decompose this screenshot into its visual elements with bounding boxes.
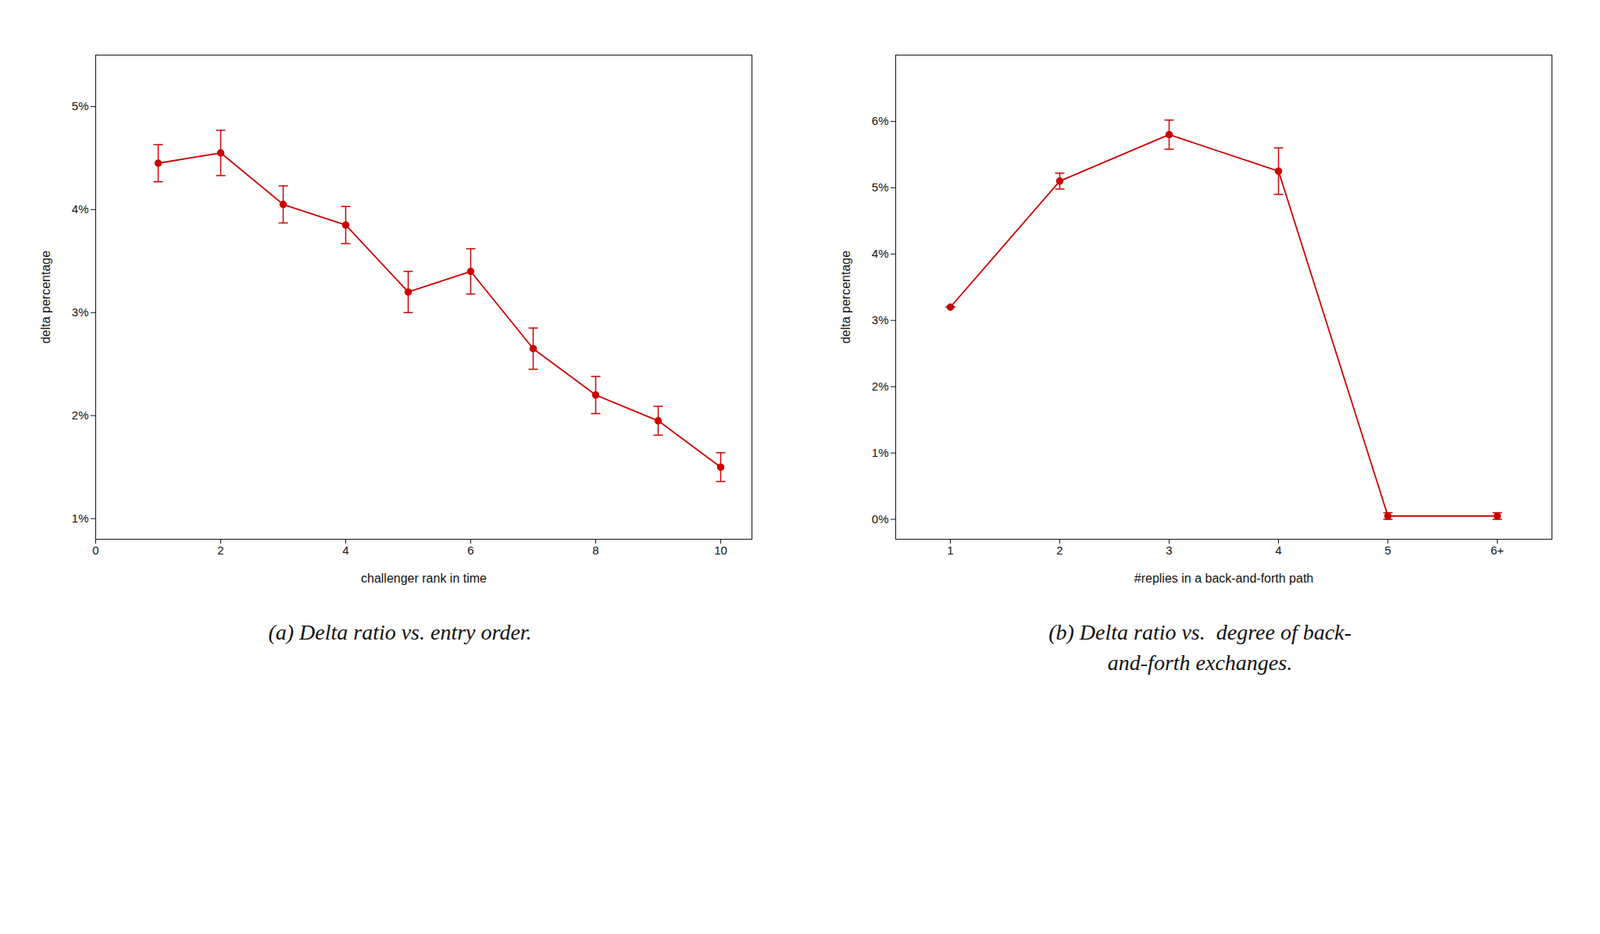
svg-text:6+: 6+: [1490, 543, 1504, 558]
html-text:(a) Delta ratio vs. entry orde: (a) Delta ratio vs. entry order.: [268, 620, 532, 645]
svg-text:4: 4: [342, 543, 349, 558]
svg-text:5%: 5%: [71, 99, 90, 113]
svg-text:8: 8: [592, 543, 599, 558]
svg-text:4: 4: [1275, 543, 1282, 558]
svg-text:5: 5: [1384, 543, 1391, 558]
svg-text:#replies in a back-and-forth p: #replies in a back-and-forth path: [1134, 571, 1314, 586]
svg-text:2: 2: [1056, 543, 1063, 558]
svg-text:4%: 4%: [871, 246, 890, 261]
svg-text:delta percentage: delta percentage: [839, 250, 853, 344]
svg-text:2%: 2%: [71, 408, 90, 422]
svg-text:0%: 0%: [871, 512, 890, 526]
svg-text:1%: 1%: [71, 511, 90, 525]
svg-text:3%: 3%: [71, 305, 90, 319]
svg-text:5%: 5%: [871, 180, 890, 194]
svg-text:10: 10: [714, 543, 728, 558]
svg-text:3%: 3%: [871, 313, 890, 327]
svg-text:delta percentage: delta percentage: [39, 250, 53, 344]
svg-text:4%: 4%: [71, 202, 90, 216]
svg-text:1: 1: [946, 543, 954, 558]
html-text:and-forth exchanges.: and-forth exchanges.: [1107, 650, 1293, 676]
svg-text:0: 0: [92, 543, 99, 558]
html-text:(b) Delta ratio vs. degree of: (b) Delta ratio vs. degree of back-: [1048, 620, 1352, 645]
svg-text:2: 2: [217, 543, 224, 558]
svg-text:2%: 2%: [871, 379, 890, 393]
svg-text:challenger rank in time: challenger rank in time: [360, 571, 487, 586]
svg-text:3: 3: [1165, 543, 1172, 558]
svg-text:6%: 6%: [871, 114, 890, 128]
svg-text:1%: 1%: [871, 446, 890, 460]
svg-text:6: 6: [467, 543, 474, 558]
